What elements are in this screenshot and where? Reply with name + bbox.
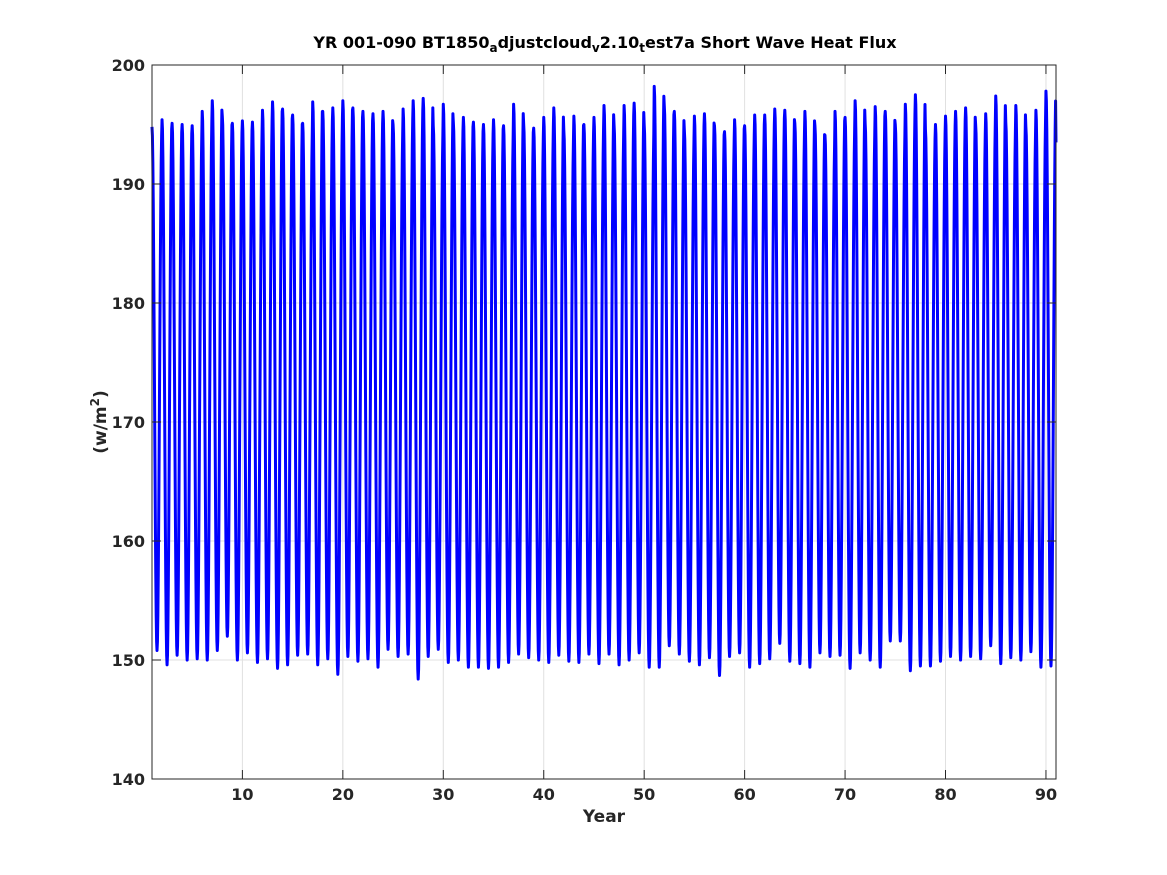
title-part-3: v [592, 41, 600, 55]
x-tick-label: 40 [533, 785, 555, 804]
y-tick-label: 180 [112, 294, 145, 313]
y-tick-labels: 140 150 160 170 180 190 200 [112, 56, 145, 789]
title-part-0: YR 001-090 BT1850 [312, 33, 489, 52]
series-line-0 [150, 84, 1058, 681]
ylabel-part-2: ) [91, 390, 111, 398]
x-tick-label: 10 [231, 785, 253, 804]
x-tick-label: 20 [332, 785, 354, 804]
x-tick-label: 30 [432, 785, 454, 804]
title-part-1: a [489, 41, 497, 55]
x-tick-labels: 10 20 30 40 50 60 70 80 90 [231, 785, 1057, 804]
y-tick-label: 170 [112, 413, 145, 432]
x-tick-label: 90 [1035, 785, 1057, 804]
x-tick-label: 80 [934, 785, 956, 804]
y-tick-label: 150 [112, 651, 145, 670]
x-axis-title: Year [582, 807, 626, 827]
title-part-4: 2.10 [600, 33, 639, 52]
x-tick-label: 70 [834, 785, 856, 804]
title-part-6: est7a Short Wave Heat Flux [645, 33, 897, 52]
x-tick-label: 50 [633, 785, 655, 804]
y-tick-label: 140 [112, 770, 145, 789]
title-part-2: djustcloud [498, 33, 592, 52]
y-tick-label: 160 [112, 532, 145, 551]
y-tick-label: 190 [112, 175, 145, 194]
x-tick-label: 60 [733, 785, 755, 804]
y-axis-title: (w/m2) [88, 390, 111, 454]
chart-title: YR 001-090 BT1850adjustcloudv2.10test7a … [312, 33, 897, 55]
series-layer [150, 84, 1058, 681]
y-tick-label: 200 [112, 56, 145, 75]
ylabel-part-0: (w/m [91, 406, 111, 453]
axis-ticks [152, 64, 1056, 780]
ylabel-part-1: 2 [88, 398, 102, 406]
title-part-5: t [639, 41, 645, 55]
